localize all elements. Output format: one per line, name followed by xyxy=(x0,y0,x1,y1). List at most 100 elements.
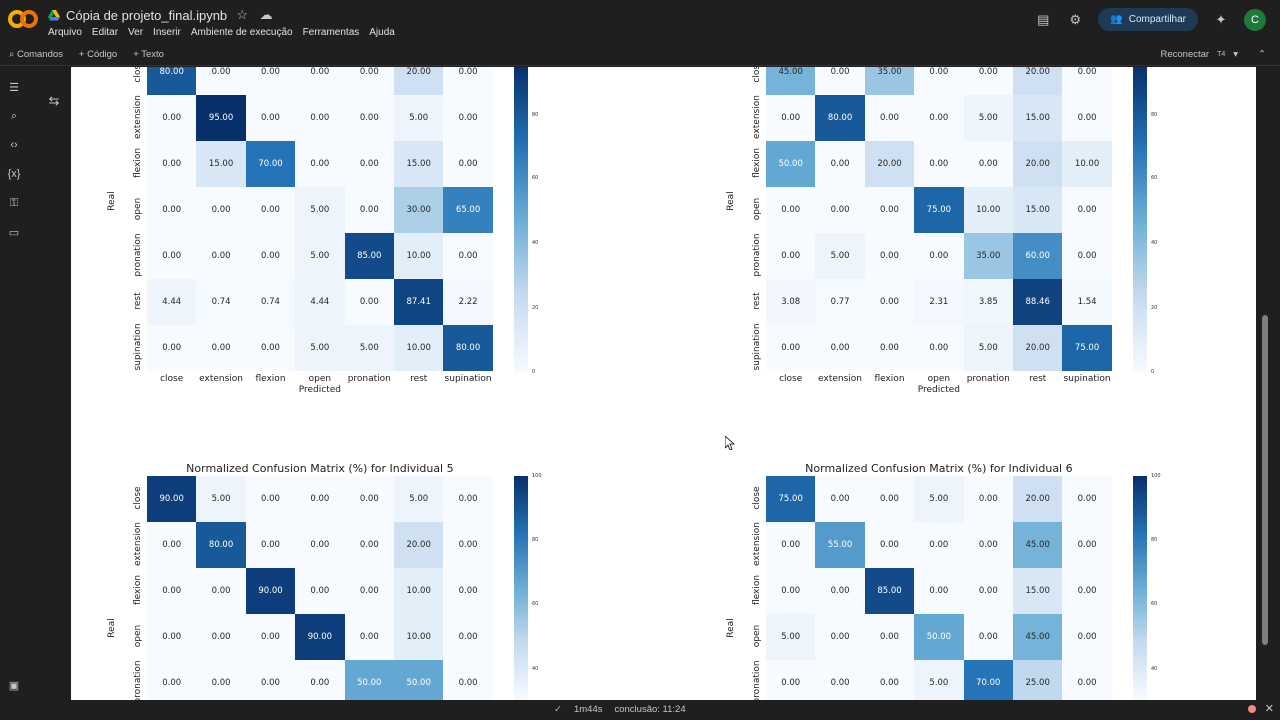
runtime-type-label: T4 xyxy=(1217,51,1226,58)
colorbar-tick: 100 xyxy=(1151,473,1161,479)
output-actions-icon[interactable]: ⇆ xyxy=(48,93,60,108)
heatmap-cell: 0.00 xyxy=(914,522,964,568)
heatmap-cell: 35.00 xyxy=(864,67,915,95)
heatmap-cell: 80.00 xyxy=(147,67,197,95)
heatmap-cell: 0.00 xyxy=(815,325,865,371)
colorbar-tick: 40 xyxy=(1151,240,1158,246)
heatmap-cell: 0.00 xyxy=(1062,522,1112,568)
menu-item[interactable]: Ver xyxy=(128,27,144,38)
heatmap-cell: 0.00 xyxy=(1062,614,1112,660)
row-label: supination xyxy=(133,323,143,371)
heatmap-cell: 0.00 xyxy=(766,568,816,614)
scrollbar[interactable] xyxy=(1256,67,1280,700)
menu-item[interactable]: Ajuda xyxy=(369,27,395,38)
x-axis-label: Predicted xyxy=(298,385,341,395)
share-button[interactable]: 👥 Compartilhar xyxy=(1098,8,1198,31)
heatmap-cell: 75.00 xyxy=(1062,325,1112,371)
heatmap-cell: 75.00 xyxy=(914,187,964,233)
menu-item[interactable]: Arquivo xyxy=(48,27,82,38)
heatmap-cell: 0.00 xyxy=(295,141,345,187)
column-label: open xyxy=(927,374,951,384)
heatmap-cell: 0.00 xyxy=(344,568,394,614)
heatmap-cell: 65.00 xyxy=(443,187,493,233)
close-icon[interactable]: ✕ xyxy=(1264,703,1274,715)
menu-item[interactable]: Editar xyxy=(91,27,119,38)
collapse-chevron-icon[interactable]: ⌃ xyxy=(1258,49,1266,60)
heatmap-cell: 5.00 xyxy=(394,95,444,141)
search-icon: ⌕ xyxy=(9,49,17,60)
heatmap-cell: 30.00 xyxy=(394,187,444,233)
heatmap-cell: 0.00 xyxy=(245,614,296,660)
heatmap-cell: 0.00 xyxy=(1062,660,1112,700)
cloud-saved-icon[interactable]: ☁ xyxy=(259,7,273,22)
mouse-cursor-icon xyxy=(725,436,735,450)
chevron-down-icon[interactable]: ▾ xyxy=(1233,49,1239,60)
colorbar-tick: 60 xyxy=(1151,175,1158,181)
settings-gear-icon[interactable]: ⚙ xyxy=(1069,11,1082,27)
notebook-toolbar: ⌕ Comandos + Código + Texto Reconectar T… xyxy=(0,44,1280,66)
heatmap-cell: 85.00 xyxy=(344,233,394,279)
heatmap-cell: 10.00 xyxy=(394,325,444,371)
add-text-button[interactable]: + Texto xyxy=(133,49,164,60)
heatmap-cell: 0.00 xyxy=(147,614,197,660)
heatmap-cell: 0.00 xyxy=(344,187,394,233)
scroll-thumb[interactable] xyxy=(1262,315,1268,645)
menu-item[interactable]: Ferramentas xyxy=(302,27,360,38)
heatmap-cell: 5.00 xyxy=(815,233,865,279)
commands-button[interactable]: ⌕ Comandos xyxy=(9,49,63,60)
terminal-icon[interactable]: ▣ xyxy=(8,679,20,692)
heatmap-cell: 50.00 xyxy=(394,660,444,700)
gemini-sparkle-icon[interactable]: ✦ xyxy=(1215,11,1227,27)
add-code-button[interactable]: + Código xyxy=(78,49,118,60)
y-axis-label: Real xyxy=(107,618,117,638)
heatmap-cell: 35.00 xyxy=(963,233,1013,279)
y-axis-label: Real xyxy=(726,618,736,638)
heatmap-cell: 0.00 xyxy=(443,95,493,141)
menu-item[interactable]: Ambiente de execução xyxy=(190,27,293,38)
variables-icon[interactable]: {x} xyxy=(7,168,21,180)
heatmap-cell: 20.00 xyxy=(864,141,915,187)
secrets-key-icon[interactable]: ⚿ xyxy=(9,196,19,209)
user-avatar[interactable]: C xyxy=(1244,8,1266,31)
heatmap-cell: 3.85 xyxy=(963,279,1013,325)
find-replace-icon[interactable]: ⌕ xyxy=(10,109,18,122)
reconnect-button[interactable]: Reconectar xyxy=(1160,49,1210,60)
y-axis-label: Real xyxy=(107,191,117,211)
heatmap-cell: 0.00 xyxy=(245,476,296,522)
row-label: pronation xyxy=(133,660,143,700)
heatmap-cell: 0.00 xyxy=(443,233,493,279)
heatmap-cell: 70.00 xyxy=(963,660,1013,700)
heatmap-cell: 0.00 xyxy=(1062,476,1112,522)
heatmap-cell: 55.00 xyxy=(815,522,865,568)
heatmap-cell: 0.00 xyxy=(963,614,1013,660)
column-label: supination xyxy=(1063,374,1111,384)
heatmap-cell: 20.00 xyxy=(1013,476,1063,522)
heatmap-cell: 0.00 xyxy=(443,614,493,660)
heatmap-cell: 0.00 xyxy=(295,522,345,568)
heatmap-cell: 0.00 xyxy=(147,522,197,568)
heatmap-cell: 0.00 xyxy=(914,568,964,614)
colorbar-tick: 80 xyxy=(1151,112,1158,118)
code-snippets-icon[interactable]: ‹› xyxy=(10,139,18,151)
heatmap-cell: 10.00 xyxy=(394,233,444,279)
heatmap-cell: 0.00 xyxy=(1062,95,1112,141)
files-folder-icon[interactable]: ▭ xyxy=(8,226,20,239)
table-of-contents-icon[interactable]: ☰ xyxy=(9,81,19,94)
heatmap-cell: 5.00 xyxy=(914,476,964,522)
heatmap-cell: 80.00 xyxy=(443,325,493,371)
menu-bar: Arquivo Editar Ver Inserir Ambiente de execu… xyxy=(48,27,395,38)
star-icon[interactable]: ☆ xyxy=(236,7,248,22)
heatmap-cell: 0.00 xyxy=(443,476,493,522)
heatmap-cell: 0.00 xyxy=(295,568,345,614)
colab-logo-icon[interactable] xyxy=(8,8,38,30)
heatmap-cell: 0.00 xyxy=(963,476,1013,522)
menu-item[interactable]: Inserir xyxy=(153,27,181,38)
column-label: close xyxy=(160,374,184,384)
heatmap-cell: 0.00 xyxy=(147,233,197,279)
heatmap-cell: 45.00 xyxy=(1013,522,1063,568)
matrix-title: Normalized Confusion Matrix (%) for Indi… xyxy=(186,462,454,475)
comments-icon[interactable]: ▤ xyxy=(1037,11,1050,27)
status-bar: ✓ 1m44s conclusão: 11:24 ✕ xyxy=(0,700,1280,720)
notebook-title[interactable]: Cópia de projeto_final.ipynb xyxy=(66,7,228,23)
heatmap-cell: 0.00 xyxy=(1062,67,1112,95)
